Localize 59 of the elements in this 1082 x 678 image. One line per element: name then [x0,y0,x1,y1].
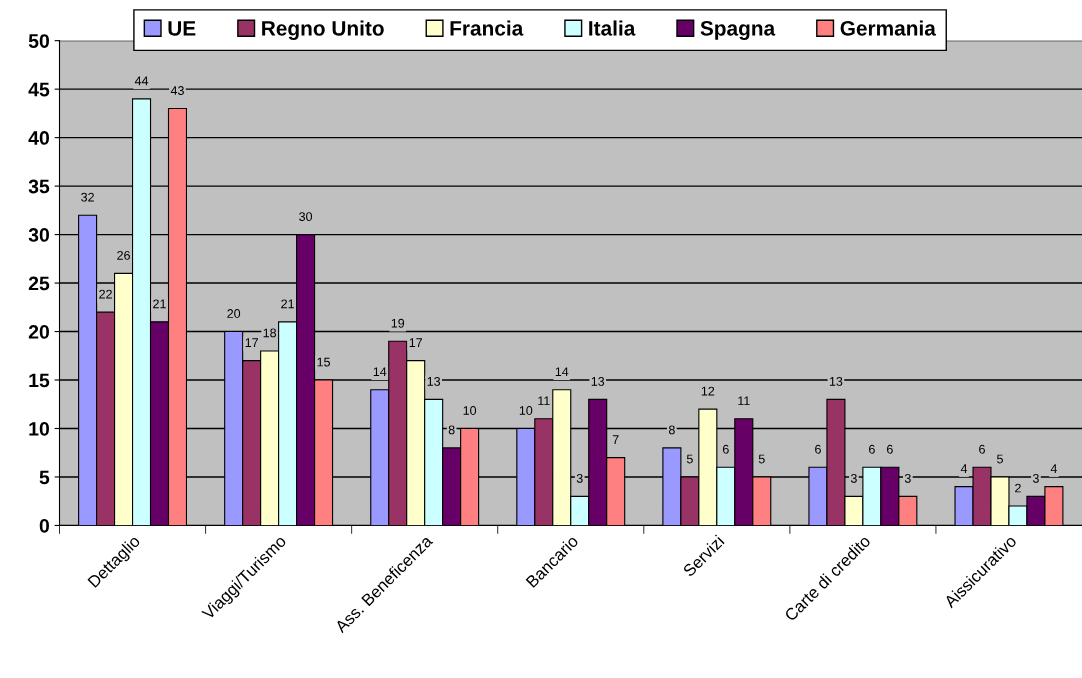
y-tick-label: 40 [28,131,49,145]
y-tick-label: 10 [29,421,49,436]
data-label: 13 [829,376,843,386]
data-label: 6 [887,444,893,454]
legend-label: Italia [589,20,636,36]
data-label: 3 [850,473,857,483]
data-label: 13 [591,376,605,386]
data-label: 3 [904,473,911,483]
data-label: 17 [245,338,258,347]
data-label: 30 [299,212,313,222]
data-label: 20 [227,309,241,318]
data-label: 3 [1032,473,1039,483]
y-tick-label: 0 [39,518,49,533]
y-tick-label: 45 [28,82,50,97]
data-label: 43 [170,86,184,95]
data-label: 3 [576,473,583,483]
legend-label: Spagna [700,20,776,40]
data-label: 32 [81,192,94,202]
data-label: 11 [738,396,750,406]
data-label: 5 [997,454,1003,464]
data-label: 4 [1050,464,1058,473]
data-label: 12 [701,386,715,396]
legend-label: Germania [840,20,936,36]
legend-label: Regno Unito [262,20,384,40]
data-label: 6 [979,444,985,454]
data-label: 26 [117,250,130,260]
data-label: 5 [686,454,693,464]
data-label: 7 [612,435,619,444]
data-label: 4 [960,464,968,473]
data-label: 10 [463,406,477,415]
data-label: 44 [134,76,149,86]
data-label: 8 [668,425,675,435]
y-tick-label: 35 [28,179,50,194]
data-label: 18 [263,328,277,338]
data-label: 14 [555,367,569,377]
data-label: 17 [409,338,423,347]
data-label: 8 [448,425,455,435]
y-tick-label: 50 [28,34,49,48]
data-label: 6 [869,444,875,454]
y-tick-label: 15 [29,373,50,388]
legend-label: Francia [450,20,524,36]
data-label: 6 [722,444,729,454]
data-label: 2 [1015,483,1021,493]
data-label: 11 [538,396,550,406]
data-label: 15 [317,357,330,367]
y-tick-label: 30 [28,228,49,242]
y-tick-label: 25 [28,276,50,291]
data-label: 21 [281,299,294,309]
data-label: 14 [373,367,387,377]
y-tick-label: 5 [39,470,50,485]
data-label: 22 [99,289,112,299]
data-label: 21 [153,299,166,309]
y-tick-label: 20 [28,325,49,339]
data-label: 6 [815,444,821,454]
data-label: 5 [758,454,765,464]
data-label: 10 [519,406,533,415]
legend-label: UE [168,21,196,36]
data-label: 13 [427,376,441,386]
data-label: 19 [391,318,405,328]
